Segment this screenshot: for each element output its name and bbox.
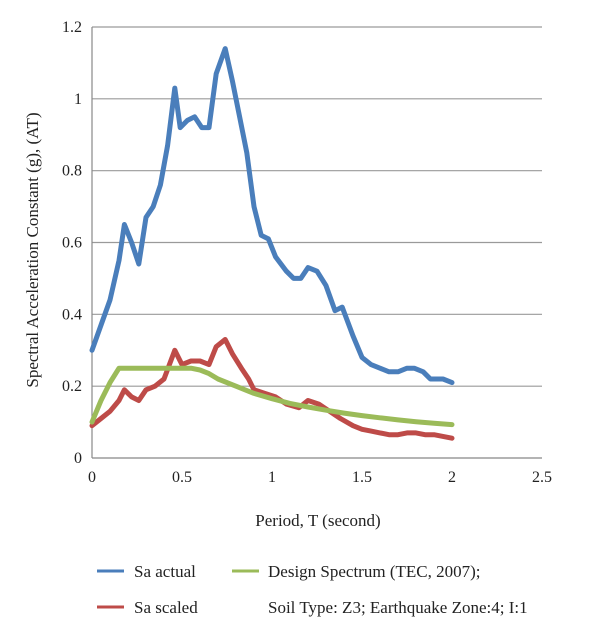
legend: Sa actual Design Spectrum (TEC, 2007); S… (97, 562, 528, 617)
x-axis-ticks: 0 0.5 1 1.5 2 2.5 (88, 469, 552, 486)
y-tick-label: 0 (74, 450, 82, 467)
y-tick-label: 0.8 (62, 163, 82, 180)
x-tick-label: 1 (268, 469, 276, 486)
series-sa-scaled-line (89, 337, 455, 441)
y-tick-label: 1 (74, 91, 82, 108)
x-tick-label: 2.5 (532, 469, 552, 486)
x-tick-label: 0 (88, 469, 96, 486)
x-tick-label: 2 (448, 469, 456, 486)
legend-label-design-spectrum: Design Spectrum (TEC, 2007); (268, 562, 480, 581)
legend-label-sa-scaled: Sa scaled (134, 598, 198, 617)
x-tick-label: 0.5 (172, 469, 192, 486)
y-tick-label: 0.4 (62, 306, 82, 323)
legend-label-sa-actual: Sa actual (134, 562, 196, 581)
x-axis-title: Period, T (second) (255, 511, 380, 530)
series-design-spectrum-line (89, 365, 455, 428)
series-sa-actual-line (89, 46, 455, 386)
y-axis-title: Spectral Acceleration Constant (g), (AT) (23, 112, 42, 387)
x-tick-label: 1.5 (352, 469, 372, 486)
y-tick-label: 0.6 (62, 235, 82, 252)
y-tick-label: 1.2 (62, 19, 82, 36)
legend-label-design-spectrum-line2: Soil Type: Z3; Earthquake Zone:4; I:1 (268, 598, 528, 617)
y-axis-ticks: 0 0.2 0.4 0.6 0.8 1 1.2 (62, 19, 82, 467)
y-tick-label: 0.2 (62, 378, 82, 395)
gridlines (91, 26, 542, 459)
series-lines (89, 46, 455, 441)
